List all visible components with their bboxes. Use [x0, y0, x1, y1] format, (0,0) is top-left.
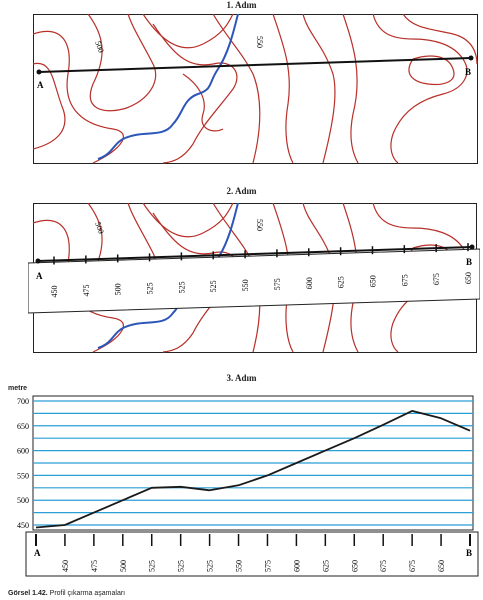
map-frame	[33, 14, 478, 164]
contour-label-550-2: 550	[255, 219, 264, 231]
profile-line	[38, 57, 472, 73]
profile-tick-label: 625	[321, 560, 330, 572]
y-tick-label: 550	[17, 471, 29, 480]
point-a-label-2: A	[36, 271, 43, 281]
profile-tick-label: 650	[437, 560, 446, 572]
point-b-label: B	[465, 67, 471, 77]
profile-tick-label: 650	[350, 560, 359, 572]
profile-tick-label: 600	[292, 560, 301, 572]
y-tick-label: 450	[17, 521, 29, 530]
caption-text: Profil çıkarma aşamaları	[47, 590, 126, 597]
strip-tick-label: 575	[273, 278, 282, 290]
strip-tick-label: 675	[400, 274, 409, 286]
strip-tick-label: 450	[50, 285, 59, 297]
profile-endpoint-label: B	[466, 548, 472, 558]
point-a-dot	[36, 69, 42, 75]
profile-tick-label: 675	[408, 560, 417, 572]
step-2-title: 2. Adım	[226, 186, 257, 196]
strip-tick-label: 600	[305, 277, 314, 289]
profile-tick-label: 675	[379, 560, 388, 572]
strip-tick-label: 525	[177, 281, 186, 293]
strip-tick-marks: 450 475 500 525 525 525 550 575 600 625 650 675 675 6…	[50, 243, 473, 297]
figure-caption: Görsel 1.42. Profil çıkarma aşamaları	[8, 590, 125, 597]
profile-tick-label: 475	[90, 560, 99, 572]
strip-tick-label: 475	[82, 284, 91, 296]
y-tick-label: 500	[17, 496, 29, 505]
profile-endpoint-label: A	[34, 548, 41, 558]
contour-label-500: 500	[93, 40, 106, 54]
strip-tick-label: 625	[337, 276, 346, 288]
profile-tick-label: 525	[177, 560, 186, 572]
y-tick-label: 700	[17, 397, 29, 406]
step-1-title: 1. Adım	[226, 0, 257, 10]
strip-tick-label: 650	[368, 275, 377, 287]
caption-label: Görsel 1.42.	[8, 590, 48, 597]
point-a-dot-2	[35, 258, 41, 264]
strip-tick-label: 675	[432, 273, 441, 285]
profile-line-series	[35, 410, 471, 529]
contour-label-550: 550	[255, 36, 264, 48]
profile-strip	[25, 531, 479, 577]
strip-tick-label: 500	[114, 283, 123, 295]
contour-label-500-2: 500	[93, 221, 106, 235]
profile-tick-label: 550	[235, 560, 244, 572]
contour-map-step1: A B 500 550	[33, 14, 478, 164]
step-3-title: 3. Adım	[226, 373, 257, 383]
profile-tick-label: 525	[206, 560, 215, 572]
strip-tick-label: 525	[146, 282, 155, 294]
profile-tick-label: 575	[263, 560, 272, 572]
y-axis-label: metre	[8, 385, 28, 392]
y-tick-label: 650	[17, 422, 29, 431]
profile-tick-label: 450	[61, 560, 70, 572]
profile-chart: 450 500 550 600 650 700 A 450 475 500 525 525 525 550…	[17, 395, 479, 577]
point-b-label-2: B	[466, 257, 472, 267]
point-a-label: A	[37, 80, 44, 90]
point-b-dot	[468, 55, 474, 61]
point-b-dot-2	[469, 244, 475, 250]
strip-tick-label: 550	[241, 279, 250, 291]
profile-tick-label: 500	[119, 560, 128, 572]
contour-map-step2: A B 500 550 450 475 500 525 525 525 550 575 600 6…	[28, 203, 480, 353]
river	[97, 14, 239, 160]
contour-lines	[33, 14, 478, 164]
profile-tick-label: 525	[148, 560, 157, 572]
y-tick-label: 600	[17, 447, 29, 456]
paper-strip	[28, 248, 480, 314]
strip-tick-label: 650	[464, 272, 473, 284]
strip-tick-label: 525	[209, 280, 218, 292]
profile-line-2	[37, 246, 473, 262]
